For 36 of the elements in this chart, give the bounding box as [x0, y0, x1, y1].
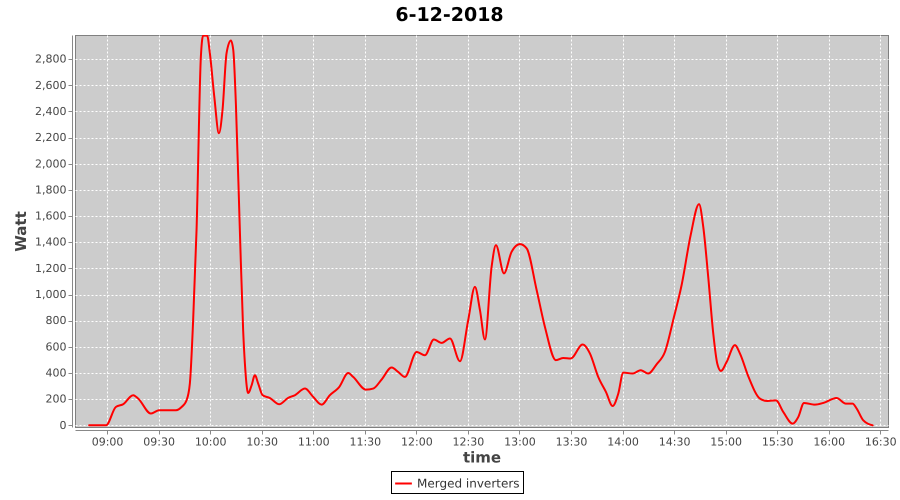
x-tick-label: 10:30	[246, 436, 278, 448]
y-tick-label: 0	[60, 418, 66, 432]
x-tick-label: 15:00	[710, 436, 742, 448]
y-tick-label: 1,600	[35, 210, 66, 223]
y-tick-label: 600	[46, 340, 66, 354]
x-tick-label: 14:00	[607, 436, 639, 448]
x-tick-label: 09:00	[92, 436, 124, 448]
x-tick-label: 16:00	[813, 436, 846, 448]
x-tick-label: 12:00	[400, 436, 433, 448]
chart-title: 6-12-2018	[395, 4, 504, 26]
x-tick-label: 13:00	[504, 436, 536, 448]
y-tick-label: 2,600	[35, 78, 66, 92]
x-tick-label: 11:30	[349, 436, 382, 448]
y-tick-label: 1,800	[35, 183, 66, 196]
x-axis-title: time	[462, 448, 502, 466]
x-tick-label: 09:30	[143, 436, 175, 448]
x-tick-label: 12:30	[452, 436, 484, 448]
y-tick-label: 1,200	[35, 262, 66, 275]
x-tick-label: 14:30	[658, 436, 690, 448]
y-tick-label: 1,000	[35, 288, 66, 302]
y-tick-label: 800	[46, 314, 66, 328]
y-tick-label: 2,800	[35, 52, 66, 66]
y-tick-label: 200	[46, 392, 66, 406]
y-tick-label: 2,000	[35, 157, 66, 170]
y-tick-label: 1,400	[35, 236, 66, 249]
line-series	[88, 35, 874, 426]
y-tick-label: 2,200	[35, 131, 66, 144]
y-axis-title: Watt	[12, 211, 30, 252]
x-tick-label: 15:30	[762, 436, 794, 448]
x-tick-label: 11:00	[298, 436, 330, 448]
x-tick-label: 10:00	[194, 436, 227, 448]
legend-label: Merged inverters	[417, 476, 520, 490]
y-tick-label: 400	[46, 366, 66, 380]
y-tick-label: 2,400	[35, 104, 66, 118]
x-tick-label: 16:30	[864, 436, 897, 448]
x-tick-label: 13:30	[556, 436, 588, 448]
